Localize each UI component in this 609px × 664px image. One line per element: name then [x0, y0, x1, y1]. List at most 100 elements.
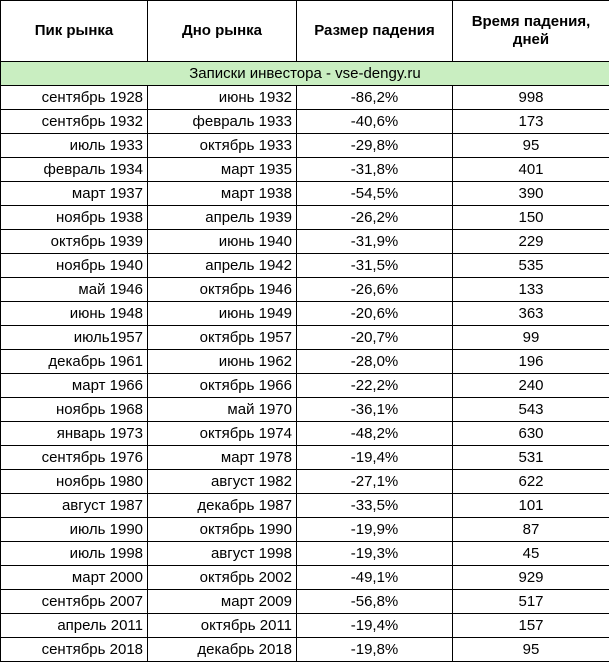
- peak-date: сентябрь 1932: [0, 109, 148, 134]
- header-row: Пик рынка Дно рынка Размер падения Время…: [0, 0, 609, 62]
- drop-size: -40,6%: [296, 109, 453, 134]
- drop-size: -36,1%: [296, 397, 453, 422]
- peak-date: сентябрь 2018: [0, 637, 148, 662]
- data-row: июль 1998 август 1998 -19,3% 45: [0, 541, 609, 566]
- drop-size: -19,8%: [296, 637, 453, 662]
- peak-date: май 1946: [0, 277, 148, 302]
- drop-size: -19,4%: [296, 613, 453, 638]
- bottom-date: февраль 1933: [147, 109, 297, 134]
- drop-days: 101: [452, 493, 609, 518]
- bottom-date: октябрь 2011: [147, 613, 297, 638]
- drop-days: 929: [452, 565, 609, 590]
- bottom-date: май 1970: [147, 397, 297, 422]
- bottom-date: октябрь 1933: [147, 133, 297, 158]
- drop-days: 543: [452, 397, 609, 422]
- peak-date: октябрь 1939: [0, 229, 148, 254]
- drop-days: 363: [452, 301, 609, 326]
- drop-size: -20,7%: [296, 325, 453, 350]
- peak-date: март 1937: [0, 181, 148, 206]
- bottom-date: октябрь 1990: [147, 517, 297, 542]
- data-row: март 1937 март 1938 -54,5% 390: [0, 181, 609, 206]
- data-row: март 2000 октябрь 2002 -49,1% 929: [0, 565, 609, 590]
- bottom-date: июнь 1949: [147, 301, 297, 326]
- data-row: ноябрь 1938 апрель 1939 -26,2% 150: [0, 205, 609, 230]
- drop-days: 87: [452, 517, 609, 542]
- peak-date: июль 1990: [0, 517, 148, 542]
- peak-date: сентябрь 1928: [0, 85, 148, 110]
- drop-size: -54,5%: [296, 181, 453, 206]
- peak-date: март 1966: [0, 373, 148, 398]
- drop-size: -86,2%: [296, 85, 453, 110]
- bottom-date: март 2009: [147, 589, 297, 614]
- bottom-date: октябрь 1946: [147, 277, 297, 302]
- drop-days: 173: [452, 109, 609, 134]
- header-cell: Дно рынка: [147, 0, 297, 62]
- data-row: декабрь 1961 июнь 1962 -28,0% 196: [0, 349, 609, 374]
- peak-date: март 2000: [0, 565, 148, 590]
- drop-size: -19,9%: [296, 517, 453, 542]
- data-row: июнь 1948 июнь 1949 -20,6% 363: [0, 301, 609, 326]
- drop-days: 630: [452, 421, 609, 446]
- data-row: сентябрь 1976 март 1978 -19,4% 531: [0, 445, 609, 470]
- banner-row: Записки инвестора - vse-dengy.ru: [0, 61, 609, 86]
- data-row: ноябрь 1968 май 1970 -36,1% 543: [0, 397, 609, 422]
- drop-days: 150: [452, 205, 609, 230]
- drop-days: 531: [452, 445, 609, 470]
- bottom-date: март 1935: [147, 157, 297, 182]
- drop-days: 401: [452, 157, 609, 182]
- bottom-date: июнь 1932: [147, 85, 297, 110]
- peak-date: июль 1933: [0, 133, 148, 158]
- drop-size: -28,0%: [296, 349, 453, 374]
- drop-size: -26,6%: [296, 277, 453, 302]
- drop-size: -33,5%: [296, 493, 453, 518]
- data-row: февраль 1934 март 1935 -31,8% 401: [0, 157, 609, 182]
- data-row: сентябрь 2018 декабрь 2018 -19,8% 95: [0, 637, 609, 662]
- header-cell: Время падения, дней: [452, 0, 609, 62]
- data-row: март 1966 октябрь 1966 -22,2% 240: [0, 373, 609, 398]
- drop-days: 157: [452, 613, 609, 638]
- drop-days: 95: [452, 637, 609, 662]
- data-row: октябрь 1939 июнь 1940 -31,9% 229: [0, 229, 609, 254]
- drop-size: -27,1%: [296, 469, 453, 494]
- peak-date: ноябрь 1968: [0, 397, 148, 422]
- data-row: сентябрь 1928 июнь 1932 -86,2% 998: [0, 85, 609, 110]
- peak-date: ноябрь 1980: [0, 469, 148, 494]
- bottom-date: апрель 1942: [147, 253, 297, 278]
- peak-date: ноябрь 1938: [0, 205, 148, 230]
- drop-days: 229: [452, 229, 609, 254]
- drop-size: -29,8%: [296, 133, 453, 158]
- drop-days: 535: [452, 253, 609, 278]
- drop-size: -22,2%: [296, 373, 453, 398]
- bottom-date: декабрь 2018: [147, 637, 297, 662]
- banner: Записки инвестора - vse-dengy.ru: [0, 61, 609, 86]
- drop-days: 133: [452, 277, 609, 302]
- bottom-date: декабрь 1987: [147, 493, 297, 518]
- peak-date: декабрь 1961: [0, 349, 148, 374]
- bottom-date: октябрь 1957: [147, 325, 297, 350]
- drop-size: -31,9%: [296, 229, 453, 254]
- bottom-date: июнь 1940: [147, 229, 297, 254]
- data-row: август 1987 декабрь 1987 -33,5% 101: [0, 493, 609, 518]
- bottom-date: март 1978: [147, 445, 297, 470]
- header-cell: Пик рынка: [0, 0, 148, 62]
- bottom-date: март 1938: [147, 181, 297, 206]
- peak-date: июль1957: [0, 325, 148, 350]
- data-row: сентябрь 2007 март 2009 -56,8% 517: [0, 589, 609, 614]
- bottom-date: август 1982: [147, 469, 297, 494]
- data-row: сентябрь 1932 февраль 1933 -40,6% 173: [0, 109, 609, 134]
- peak-date: сентябрь 1976: [0, 445, 148, 470]
- drop-days: 240: [452, 373, 609, 398]
- data-row: ноябрь 1980 август 1982 -27,1% 622: [0, 469, 609, 494]
- drop-days: 622: [452, 469, 609, 494]
- bottom-date: август 1998: [147, 541, 297, 566]
- data-row: июль 1990 октябрь 1990 -19,9% 87: [0, 517, 609, 542]
- drop-days: 998: [452, 85, 609, 110]
- bottom-date: октябрь 2002: [147, 565, 297, 590]
- data-row: май 1946 октябрь 1946 -26,6% 133: [0, 277, 609, 302]
- bottom-date: октябрь 1974: [147, 421, 297, 446]
- data-row: июль1957 октябрь 1957 -20,7% 99: [0, 325, 609, 350]
- peak-date: июль 1998: [0, 541, 148, 566]
- data-row: ноябрь 1940 апрель 1942 -31,5% 535: [0, 253, 609, 278]
